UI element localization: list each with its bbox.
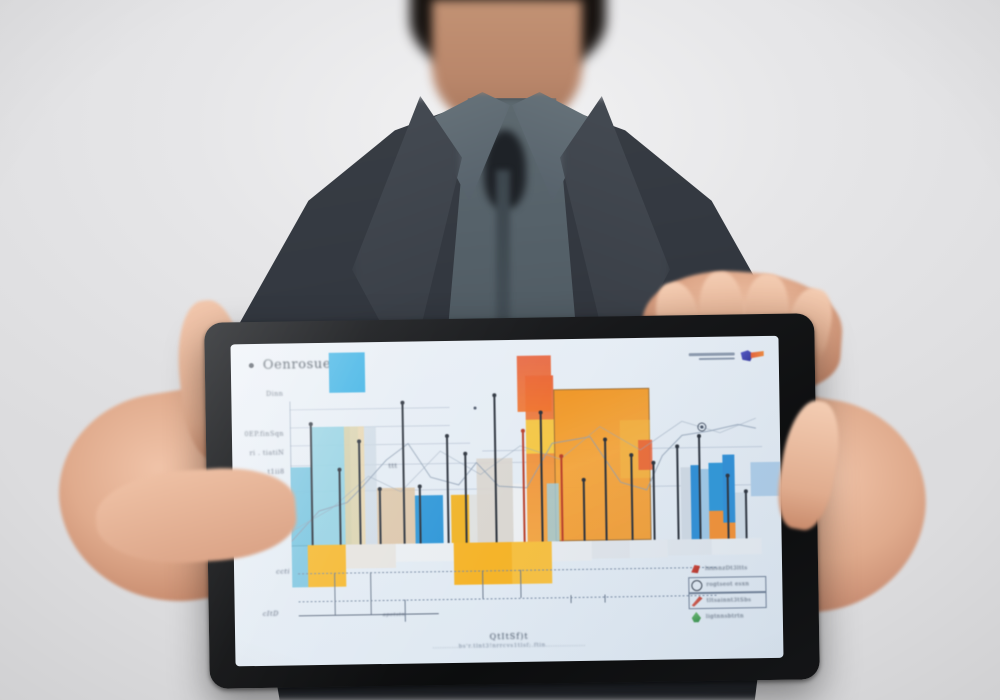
tablet-screen[interactable]: Oenrosuetue? Dinn 0EP.finSqn ri . tiatiN… <box>230 335 784 667</box>
trend-line-overlay <box>291 417 756 542</box>
tablet-device[interactable]: Oenrosuetue? Dinn 0EP.finSqn ri . tiatiN… <box>204 313 820 689</box>
